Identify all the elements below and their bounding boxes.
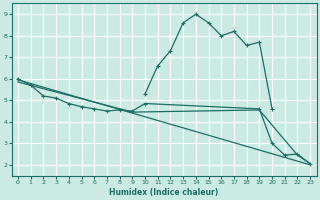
X-axis label: Humidex (Indice chaleur): Humidex (Indice chaleur) [109, 188, 219, 197]
